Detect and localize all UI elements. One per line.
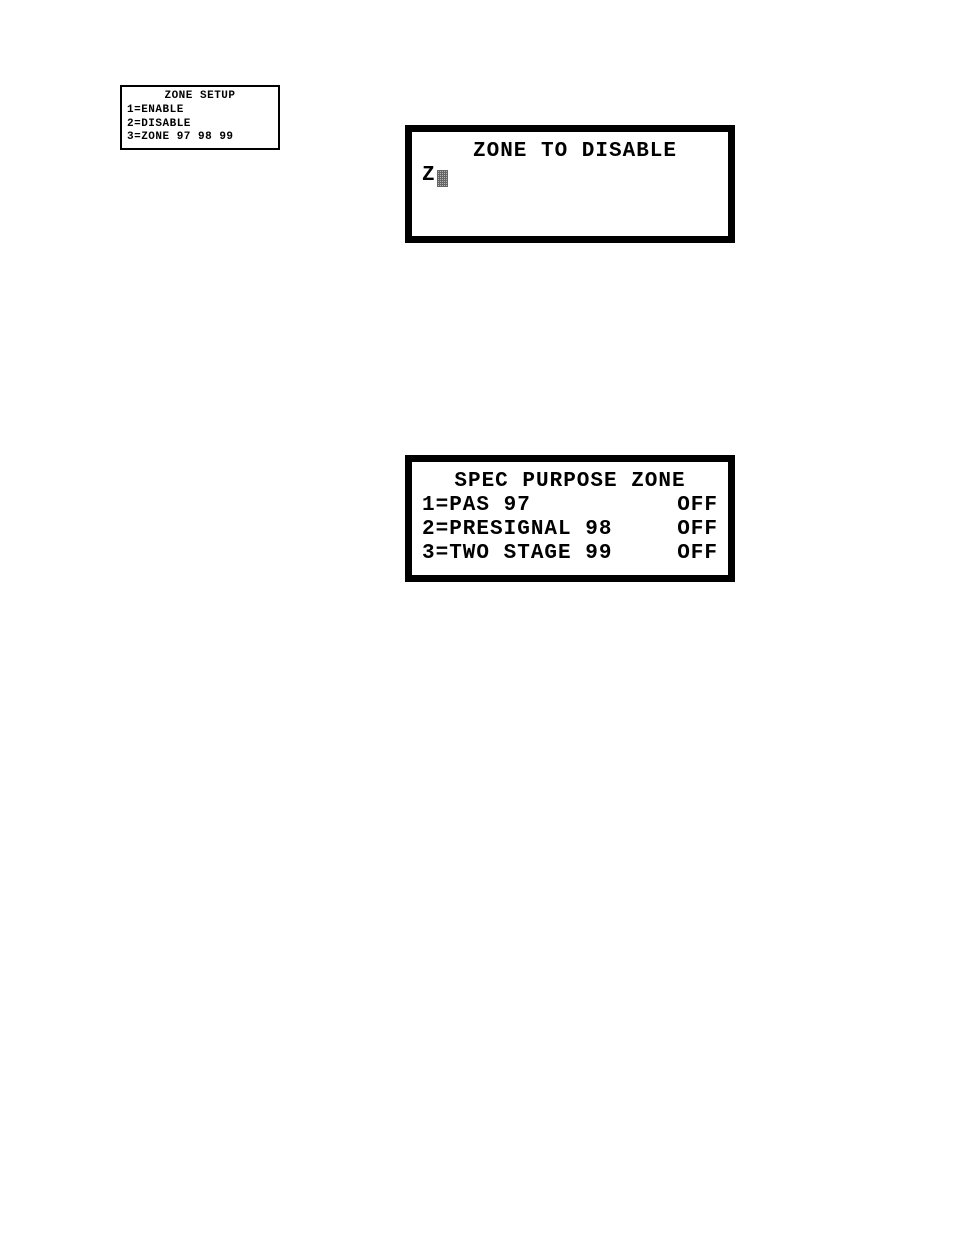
zone-setup-item: 1=ENABLE	[127, 104, 273, 118]
zone-setup-title: ZONE SETUP	[127, 90, 273, 104]
zone-setup-item: 3=ZONE 97 98 99	[127, 131, 273, 145]
spec-purpose-row: 3=TWO STAGE 99 OFF	[422, 542, 718, 566]
spec-purpose-row: 2=PRESIGNAL 98 OFF	[422, 518, 718, 542]
zone-disable-title: ZONE TO DISABLE	[422, 140, 718, 164]
zone-disable-input-line[interactable]: Z	[422, 164, 718, 188]
spec-purpose-row: 1=PAS 97 OFF	[422, 494, 718, 518]
spec-purpose-panel: SPEC PURPOSE ZONE 1=PAS 97 OFF 2=PRESIGN…	[405, 455, 735, 582]
spec-row-state: OFF	[677, 542, 718, 566]
spec-row-label: 3=TWO STAGE 99	[422, 542, 612, 566]
zone-disable-prefix: Z	[422, 164, 436, 187]
zone-setup-panel: ZONE SETUP 1=ENABLE 2=DISABLE 3=ZONE 97 …	[120, 85, 280, 150]
zone-setup-item: 2=DISABLE	[127, 118, 273, 132]
spec-row-label: 2=PRESIGNAL 98	[422, 518, 612, 542]
spec-row-state: OFF	[677, 518, 718, 542]
spec-row-label: 1=PAS 97	[422, 494, 531, 518]
spec-row-state: OFF	[677, 494, 718, 518]
spec-purpose-title: SPEC PURPOSE ZONE	[422, 470, 718, 494]
zone-disable-panel: ZONE TO DISABLE Z	[405, 125, 735, 243]
cursor-icon	[437, 170, 448, 187]
